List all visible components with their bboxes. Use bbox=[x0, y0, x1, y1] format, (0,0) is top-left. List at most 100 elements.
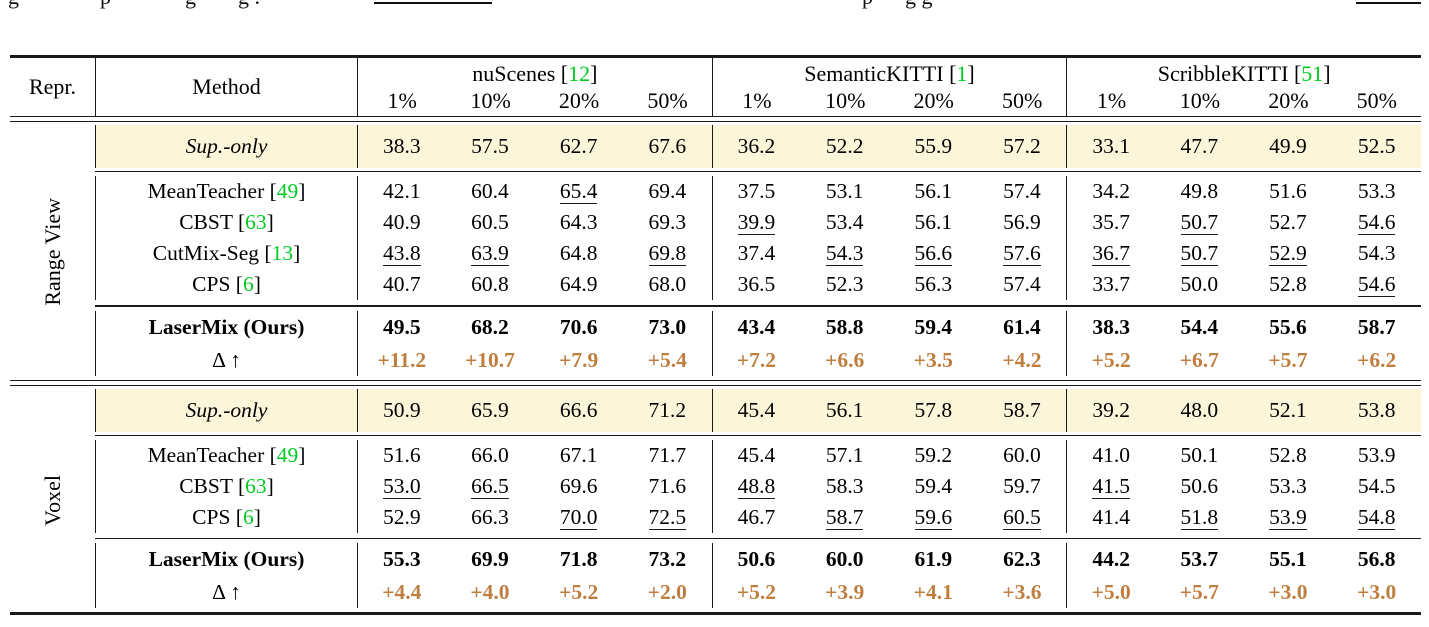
split-label: 1% bbox=[387, 87, 417, 113]
value-cell: 56.1 bbox=[800, 388, 889, 432]
ours-row: LaserMix (Ours) 55.3 69.9 71.8 73.2 50.6 60.0 6… bbox=[10, 539, 1421, 577]
value-text: 68.2 bbox=[471, 314, 509, 339]
value-cell: +3.0 bbox=[1332, 576, 1421, 608]
caption-text-fragment: g g bbox=[905, 0, 933, 10]
value-text: 52.3 bbox=[825, 272, 864, 297]
value-text: 52.2 bbox=[825, 134, 864, 158]
citation-link[interactable]: 6 bbox=[242, 272, 254, 297]
value-cell: 67.1 bbox=[534, 440, 623, 471]
value-cell: 36.5 bbox=[711, 269, 801, 301]
value-text: 41.4 bbox=[1092, 504, 1130, 529]
value-cell: 71.8 bbox=[534, 543, 623, 576]
value-text: 60.0 bbox=[825, 547, 864, 572]
value-text: 50.7 bbox=[1180, 210, 1219, 236]
method-label: CPS [ bbox=[192, 504, 243, 529]
method-label: Sup.-only bbox=[185, 134, 268, 158]
value-cell: 50.7 bbox=[1155, 238, 1244, 269]
value-text: 48.0 bbox=[1180, 397, 1219, 422]
method-row: MeanTeacher [49] 42.1 60.4 65.4 69.4 37.5 53.1… bbox=[10, 172, 1421, 208]
value-cell: 52.9 bbox=[1244, 238, 1333, 269]
value-text: 47.7 bbox=[1180, 134, 1219, 158]
mid-rule bbox=[95, 434, 1421, 436]
method-row: CPS [6] 52.9 66.3 70.0 72.5 46.7 58.7 59.6 60.5 4… bbox=[10, 501, 1421, 538]
value-cell: 52.3 bbox=[800, 269, 889, 300]
method-label: CutMix-Seg [ bbox=[152, 241, 272, 266]
value-cell: 58.8 bbox=[800, 311, 889, 344]
value-text: 64.3 bbox=[559, 210, 598, 235]
value-cell: 57.6 bbox=[978, 238, 1067, 269]
caption-text-fragment: g . bbox=[238, 0, 260, 10]
split-label: 10% bbox=[470, 87, 511, 113]
method-cell: Δ ↑ bbox=[95, 576, 357, 609]
citation-link[interactable]: 63 bbox=[245, 210, 267, 235]
value-cell: 69.6 bbox=[534, 471, 623, 502]
value-cell: +5.0 bbox=[1066, 576, 1155, 609]
citation-link[interactable]: 51 bbox=[1301, 60, 1324, 86]
cropped-caption-line: g p g g . p g g bbox=[0, 0, 1429, 11]
value-text: 53.4 bbox=[825, 210, 864, 235]
value-cell: 47.7 bbox=[1154, 125, 1244, 168]
citation-link[interactable]: 49 bbox=[276, 179, 299, 204]
split-label: 10% bbox=[825, 87, 866, 113]
value-text: 42.1 bbox=[383, 179, 421, 204]
citation-link[interactable]: 63 bbox=[245, 473, 267, 498]
value-text: +3.9 bbox=[825, 580, 865, 605]
value-text: 66.5 bbox=[471, 473, 509, 499]
value-cell: 52.7 bbox=[1244, 207, 1333, 238]
value-text: +5.7 bbox=[1268, 347, 1308, 372]
caption-text-fragment: g bbox=[185, 0, 196, 10]
citation-link[interactable]: 6 bbox=[242, 504, 254, 529]
value-text: +7.9 bbox=[559, 347, 599, 372]
value-text: 56.8 bbox=[1357, 547, 1396, 572]
value-text: 40.9 bbox=[383, 210, 421, 235]
header-group-scribblekitti: ScribbleKITTI [51] 1% 10% 20% 50% bbox=[1066, 58, 1421, 116]
method-label: LaserMix (Ours) bbox=[148, 547, 305, 572]
value-cell: 34.2 bbox=[1066, 176, 1155, 208]
value-text: 54.3 bbox=[1357, 241, 1396, 266]
value-text: 43.4 bbox=[737, 314, 776, 339]
value-text: 56.1 bbox=[914, 179, 953, 204]
value-text: 69.8 bbox=[648, 241, 687, 267]
citation-link[interactable]: 13 bbox=[271, 241, 294, 266]
value-cell: 38.3 bbox=[357, 125, 446, 168]
cite-bracket: ] bbox=[253, 272, 261, 297]
value-cell: 66.5 bbox=[446, 471, 535, 502]
citation-link[interactable]: 12 bbox=[568, 60, 591, 86]
value-text: +4.1 bbox=[913, 580, 953, 605]
value-cell: 50.6 bbox=[1155, 471, 1244, 502]
caption-text-fragment: g bbox=[8, 0, 19, 10]
citation-link[interactable]: 49 bbox=[276, 442, 299, 467]
value-text: 53.0 bbox=[383, 473, 421, 499]
value-cell: 60.5 bbox=[978, 502, 1067, 533]
value-text: 51.8 bbox=[1180, 504, 1219, 530]
value-cell: 53.7 bbox=[1155, 543, 1244, 576]
method-label: MeanTeacher [ bbox=[147, 442, 277, 467]
value-cell: +7.9 bbox=[534, 344, 623, 376]
value-text: 49.5 bbox=[383, 314, 421, 339]
value-text: 50.1 bbox=[1180, 442, 1219, 467]
value-text: 37.5 bbox=[737, 179, 776, 204]
value-cell: 66.6 bbox=[534, 388, 623, 432]
header-repr: Repr. bbox=[28, 74, 77, 99]
value-cell: 45.4 bbox=[711, 439, 801, 471]
value-text: 51.6 bbox=[383, 442, 421, 467]
value-cell: 65.4 bbox=[534, 176, 623, 207]
value-cell: 50.1 bbox=[1155, 440, 1244, 471]
value-text: 52.7 bbox=[1269, 210, 1307, 235]
value-cell: 60.4 bbox=[446, 176, 535, 207]
value-cell: 57.1 bbox=[800, 440, 889, 471]
value-text: +3.0 bbox=[1268, 580, 1308, 605]
value-text: 53.3 bbox=[1269, 473, 1307, 498]
value-text: 65.4 bbox=[559, 179, 598, 205]
split-label: 10% bbox=[1179, 87, 1221, 113]
value-text: 54.4 bbox=[1180, 314, 1219, 339]
method-row: MeanTeacher [49] 51.6 66.0 67.1 71.7 45.4 57.1… bbox=[10, 436, 1421, 471]
value-cell: 71.6 bbox=[623, 471, 712, 502]
value-text: 49.8 bbox=[1180, 179, 1219, 204]
value-text: 53.3 bbox=[1357, 179, 1396, 204]
citation-link[interactable]: 1 bbox=[956, 60, 968, 86]
cite-bracket: ] bbox=[590, 60, 598, 86]
value-text: 53.9 bbox=[1357, 442, 1396, 467]
group-title: ScribbleKITTI [51] bbox=[1067, 60, 1421, 87]
method-cell: LaserMix (Ours) bbox=[95, 310, 357, 344]
